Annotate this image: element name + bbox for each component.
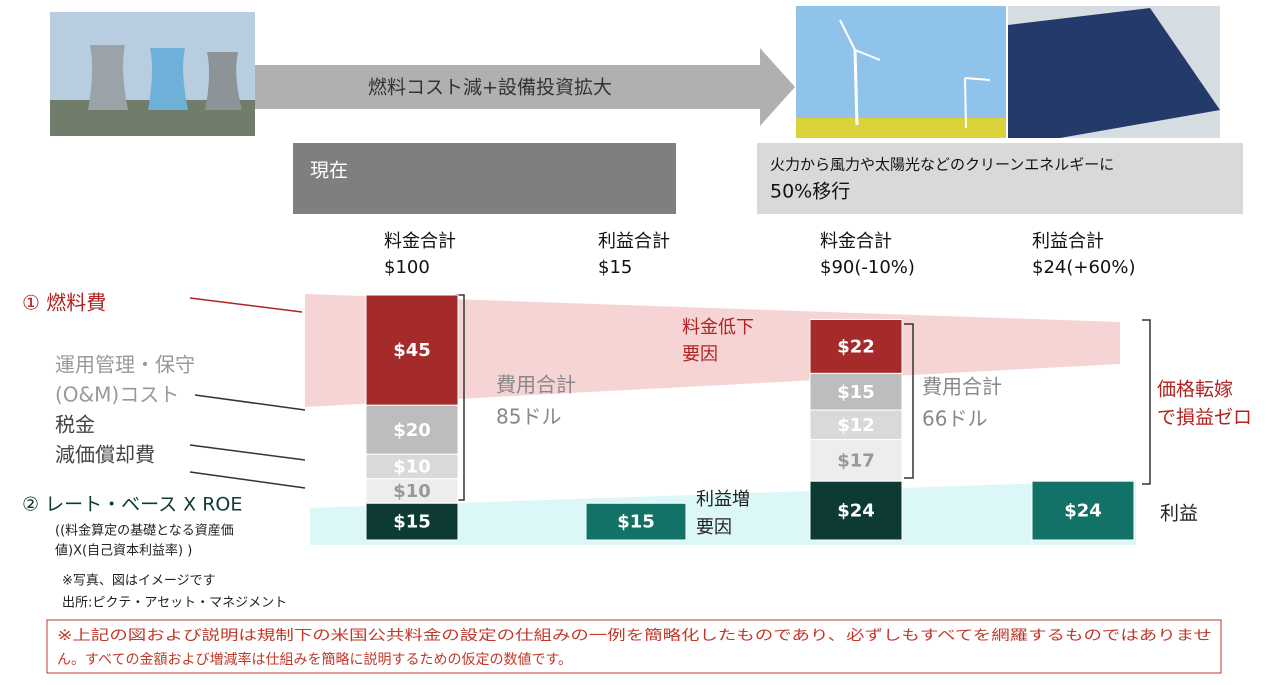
arrow-text: 燃料コスト減+設備投資拡大 [368,77,612,99]
segment-label: $24 [837,501,875,522]
column-total: $24(+60%) [1032,257,1136,278]
annotation: 料金低下 [682,317,754,338]
bar-segment [365,404,459,455]
segment-label: $24 [1064,501,1102,522]
future-text: 火力から風力や太陽光などのクリーンエネルギーに [770,156,1114,174]
segment-label: $12 [837,415,875,436]
segment-label: $22 [837,336,875,357]
column-header: 利益合計 [598,231,670,252]
profit-band [310,480,1136,545]
segment-label: $10 [393,457,431,478]
annotation: で損益ゼロ [1157,407,1252,429]
current-label: 現在 [310,160,348,182]
plant-photo [50,12,255,136]
annotation: 利益増 [696,489,750,510]
column-header: 利益合計 [1032,231,1104,252]
column-total: $100 [384,257,430,278]
bar-segment [365,502,459,541]
leader [194,394,306,411]
bar-segment [1031,480,1135,541]
label: 値)X(自己資本利益率) ) [55,543,192,559]
brace [455,294,465,501]
bar-segment [809,409,903,441]
fuel-band [305,294,1120,407]
bar-segment [809,439,903,482]
segment-label: $10 [393,481,431,502]
annotation: 要因 [682,344,718,365]
note: 出所:ピクテ・アセット・マネジメント [62,596,287,611]
leader [189,471,306,489]
segment-label: $20 [393,420,431,441]
note: ※写真、図はイメージです [62,574,216,589]
column-header: 料金合計 [820,231,892,252]
leader [189,444,306,461]
label: 運用管理・保守 [55,353,195,377]
bar-segment [365,478,459,504]
column-header: 料金合計 [384,231,456,252]
bar-segment [365,294,459,406]
annotation: 費用合計 [922,375,1002,399]
brace [904,323,914,479]
annotation: 85ドル [496,405,561,429]
label: 税金 [55,413,95,437]
current-box [293,143,676,214]
label: ((料金算定の基礎となる資産価 [55,523,234,539]
bar-segment [809,372,903,411]
disclaimer: ※上記の図および説明は規制下の米国公共料金の設定の仕組みの一例を簡略化したもので… [57,627,1212,644]
bar-segment [585,502,687,541]
annotation: 66ドル [922,407,987,431]
label: ① 燃料費 [22,291,106,315]
leader [189,297,303,313]
solar-photo [1008,6,1220,138]
future-text: 50%移行 [770,181,850,203]
bar-segment [809,480,903,541]
label: (O&M)コスト [55,383,179,407]
segment-label: $15 [837,382,875,403]
disclaimer: ん。すべての金額および増減率は仕組みを簡略に説明するための仮定の数値です。 [57,651,572,668]
brace [1142,319,1151,485]
future-box [757,143,1243,214]
annotation: 要因 [696,517,732,538]
segment-label: $15 [393,512,431,533]
column-total: $15 [598,257,632,278]
wind-photo [796,6,1006,138]
column-total: $90(-10%) [820,257,915,278]
bar-segment [365,453,459,480]
annotation: 価格転嫁 [1157,379,1233,401]
segment-label: $17 [837,450,875,471]
annotation: 利益 [1160,503,1198,525]
segment-label: $45 [393,340,431,361]
label: ② レート・ベース X ROE [22,494,242,516]
bar-segment [809,319,903,374]
segment-label: $15 [617,512,655,533]
annotation: 費用合計 [496,373,576,397]
disclaimer-box [46,619,1222,674]
arrow [255,48,795,126]
label: 減価償却費 [55,443,155,467]
